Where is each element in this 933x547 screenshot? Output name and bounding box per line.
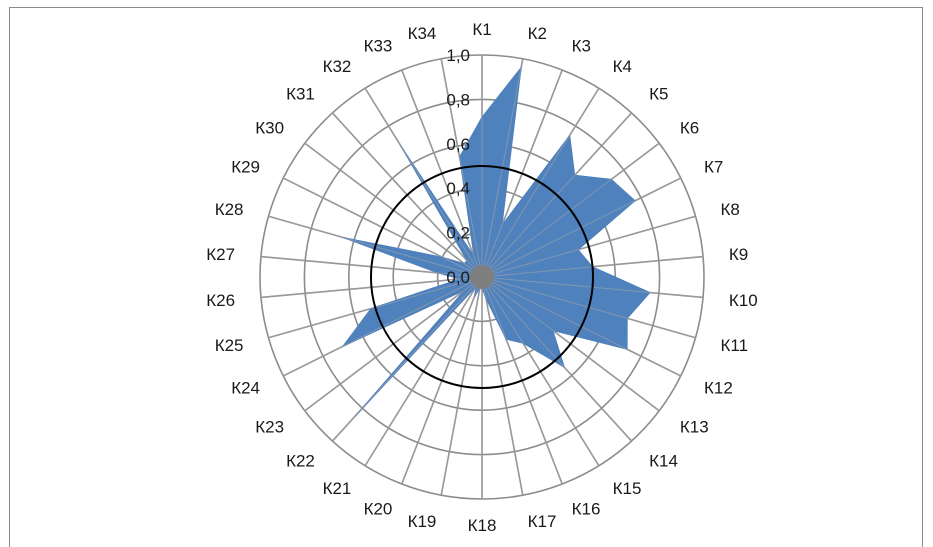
radial-tick-label: 0,4 [446,179,470,198]
category-label: К12 [704,379,733,398]
category-label: К9 [729,245,748,264]
category-label: К4 [613,57,632,76]
category-label: К28 [215,200,244,219]
reference-circle [370,165,594,389]
category-label: К8 [721,200,740,219]
category-label: К14 [649,451,678,470]
category-label: К16 [572,499,601,518]
category-label: К13 [680,418,709,437]
category-label: К32 [323,57,352,76]
radial-tick-label: 0,2 [446,224,470,243]
category-label: К11 [721,336,749,355]
category-label: К2 [528,24,547,43]
category-label: К30 [255,119,284,138]
center-hub [470,265,494,289]
radial-tick-label: 1,0 [446,46,470,65]
category-label: К3 [572,37,591,56]
category-label: К17 [528,512,557,531]
category-label: К15 [613,479,642,498]
category-label: К24 [231,379,260,398]
category-label: К33 [364,37,393,56]
radial-tick-label: 0,6 [446,135,470,154]
category-label: К20 [364,499,393,518]
radial-tick-label: 0,0 [446,268,470,287]
category-label: К34 [408,24,437,43]
category-label: К27 [206,245,235,264]
category-label: К21 [323,479,352,498]
category-label: К31 [286,85,315,104]
category-label: К23 [255,418,284,437]
category-label: К29 [231,158,260,177]
category-label: К7 [704,158,723,177]
radial-tick-label: 0,8 [446,90,470,109]
category-label: К5 [649,85,668,104]
category-label: К1 [472,20,491,39]
category-label: К19 [408,512,437,531]
category-label: К22 [286,451,315,470]
category-label: К6 [680,119,699,138]
category-label: К18 [468,516,497,535]
category-label: К26 [206,291,235,310]
category-label: К10 [729,291,758,310]
category-label: К25 [215,336,244,355]
